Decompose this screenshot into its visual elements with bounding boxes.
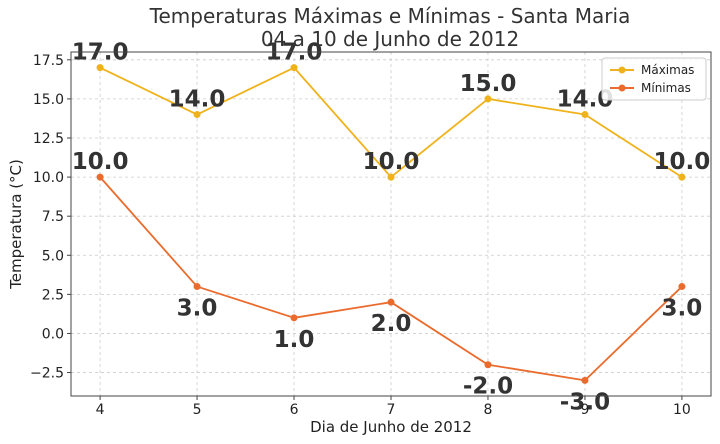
data-label-maximas: 10.0: [363, 149, 420, 175]
legend-box: [601, 57, 707, 101]
x-tick-label: 7: [387, 402, 396, 418]
x-axis-label: Dia de Junho de 2012: [310, 418, 472, 436]
y-tick-label: 0.0: [42, 326, 64, 342]
data-label-maximas: 15.0: [460, 71, 517, 97]
legend: Máximas Mínimas: [601, 57, 707, 101]
y-tick-label: 12.5: [33, 131, 64, 147]
x-tick-label: 8: [484, 402, 493, 418]
data-point-minimas: [387, 298, 395, 306]
data-label-maximas: 17.0: [72, 40, 129, 66]
data-label-minimas: -2.0: [463, 374, 513, 400]
data-label-minimas: 1.0: [274, 327, 315, 353]
legend-marker-minimas: [618, 84, 626, 92]
legend-label-minimas: Mínimas: [641, 81, 691, 95]
data-point-minimas: [484, 361, 492, 369]
chart-subtitle: 04 a 10 de Junho de 2012: [261, 27, 519, 51]
y-tick-label: 5.0: [42, 248, 64, 264]
data-label-minimas: 2.0: [371, 311, 412, 337]
grid-lines: [71, 52, 711, 396]
data-point-minimas: [678, 283, 686, 291]
data-point-maximas: [581, 111, 589, 119]
data-point-maximas: [484, 95, 492, 103]
data-point-maximas: [678, 173, 686, 181]
y-axis-label: Temperatura (°C): [7, 159, 25, 290]
data-label-minimas: 3.0: [662, 296, 703, 322]
legend-marker-maximas: [618, 66, 626, 74]
y-axis-ticks: −2.5 0.0 2.5 5.0 7.5 10.0 12.5 15.0 17.5: [30, 53, 71, 382]
x-tick-label: 4: [96, 402, 105, 418]
chart-title: Temperaturas Máximas e Mínimas - Santa M…: [149, 4, 631, 28]
y-tick-label: 7.5: [42, 209, 64, 225]
x-tick-label: 5: [193, 402, 202, 418]
y-tick-label: 2.5: [42, 287, 64, 303]
y-tick-label: 17.5: [33, 53, 64, 69]
data-point-minimas: [193, 283, 201, 291]
data-point-minimas: [96, 173, 104, 181]
y-tick-label: 15.0: [33, 92, 64, 108]
data-label-maximas: 17.0: [266, 40, 323, 66]
series-lines: [96, 64, 686, 384]
data-labels: 17.014.017.010.015.014.010.010.03.01.02.…: [72, 40, 711, 416]
plot-area-frame: [70, 51, 712, 397]
data-point-minimas: [290, 314, 298, 322]
x-tick-label: 9: [580, 402, 589, 418]
data-point-minimas: [581, 376, 589, 384]
legend-label-maximas: Máximas: [641, 63, 694, 77]
y-tick-label: −2.5: [30, 366, 64, 382]
data-point-maximas: [193, 111, 201, 119]
y-tick-label: 10.0: [33, 170, 64, 186]
data-label-maximas: 10.0: [654, 149, 711, 175]
x-axis-ticks: 4 5 6 7 8 9 10: [96, 396, 691, 418]
data-label-maximas: 14.0: [169, 87, 226, 113]
x-tick-label: 10: [673, 402, 691, 418]
data-point-maximas: [387, 173, 395, 181]
data-point-maximas: [290, 64, 298, 72]
x-tick-label: 6: [290, 402, 299, 418]
data-label-minimas: 3.0: [177, 296, 218, 322]
data-label-minimas: -3.0: [560, 389, 610, 415]
data-label-minimas: 10.0: [72, 149, 129, 175]
data-point-maximas: [96, 64, 104, 72]
series-line-minimas: [99, 176, 683, 382]
